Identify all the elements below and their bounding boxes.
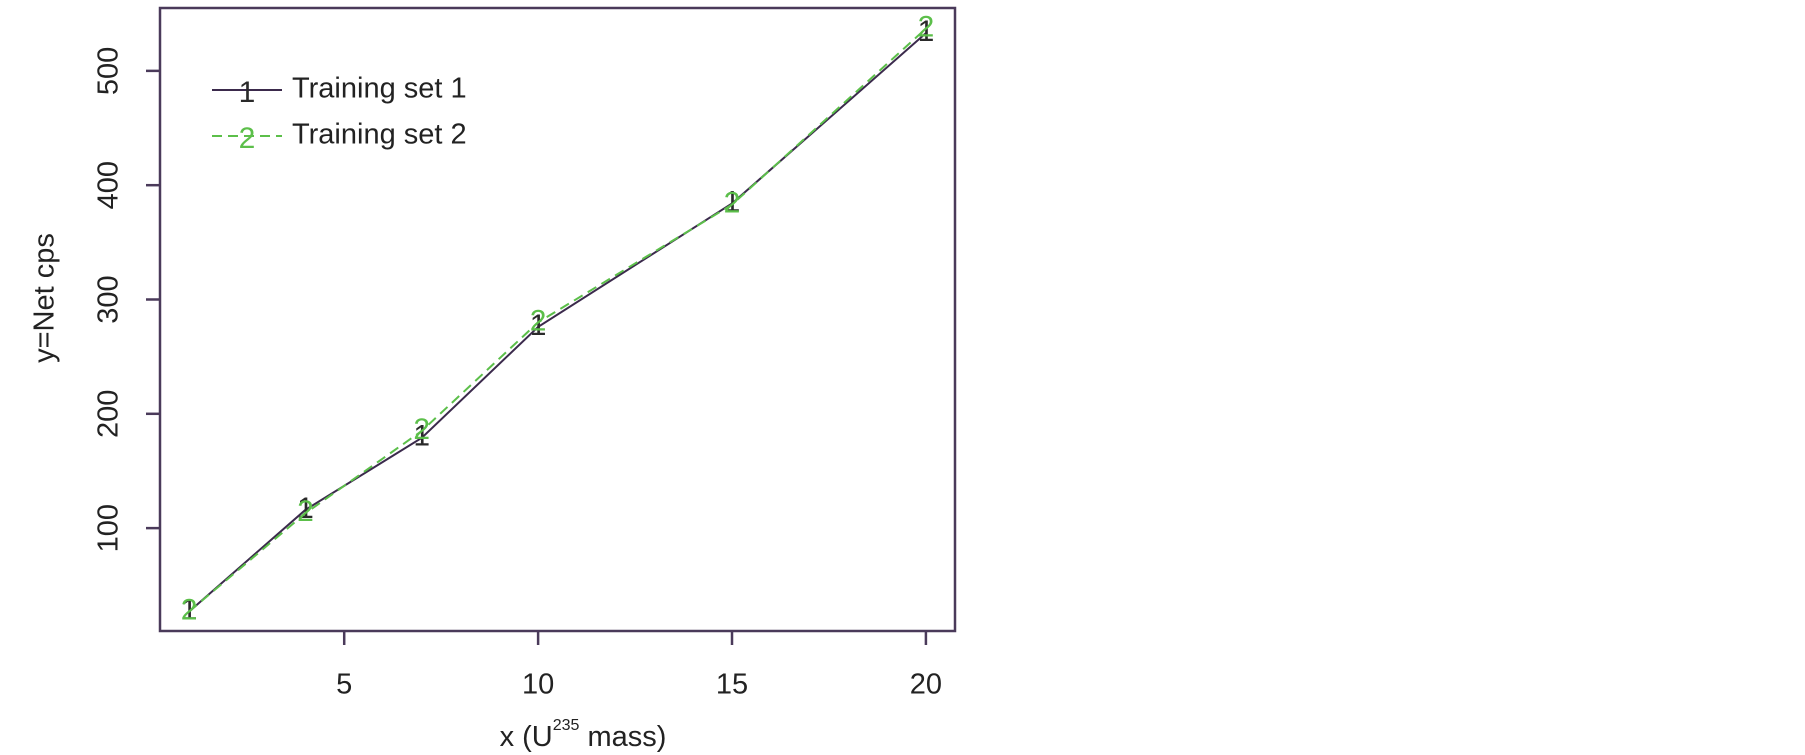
x-axis-label: x (U235 mass) bbox=[500, 717, 667, 752]
plot-frame bbox=[158, 6, 957, 633]
legend-marker: 1 bbox=[239, 76, 256, 109]
x-tick-label: 20 bbox=[910, 669, 942, 701]
point-marker: 1 bbox=[297, 492, 314, 525]
legend-label: Training set 1 bbox=[292, 73, 467, 105]
y-axis-label: y=Net cps bbox=[29, 233, 61, 363]
y-tick-label: 300 bbox=[93, 275, 125, 323]
x-tick-label: 10 bbox=[522, 669, 554, 701]
x-label-sup: 235 bbox=[553, 717, 580, 734]
y-tick-label: 100 bbox=[93, 504, 125, 552]
point-marker: 2 bbox=[413, 413, 430, 446]
y-tick-label: 400 bbox=[93, 161, 125, 209]
point-marker: 2 bbox=[181, 593, 198, 626]
x-tick-label: 15 bbox=[716, 669, 748, 701]
point-marker: 2 bbox=[530, 304, 547, 337]
x-tick-label: 5 bbox=[336, 669, 352, 701]
point-marker: 2 bbox=[724, 187, 741, 220]
series-line bbox=[188, 27, 927, 613]
point-marker: 1 bbox=[413, 420, 430, 453]
y-tick-label: 500 bbox=[93, 47, 125, 95]
y-tick-label: 200 bbox=[93, 390, 125, 438]
point-marker: 1 bbox=[530, 309, 547, 342]
point-marker: 2 bbox=[297, 495, 314, 528]
legend-marker: 2 bbox=[239, 122, 256, 155]
x-label-part: x (U bbox=[500, 721, 553, 753]
point-marker: 1 bbox=[724, 185, 741, 218]
legend-label: Training set 2 bbox=[292, 119, 467, 151]
point-marker: 2 bbox=[918, 10, 935, 43]
point-marker: 1 bbox=[918, 15, 935, 48]
point-marker: 1 bbox=[181, 593, 198, 626]
x-label-part: mass) bbox=[579, 721, 666, 753]
